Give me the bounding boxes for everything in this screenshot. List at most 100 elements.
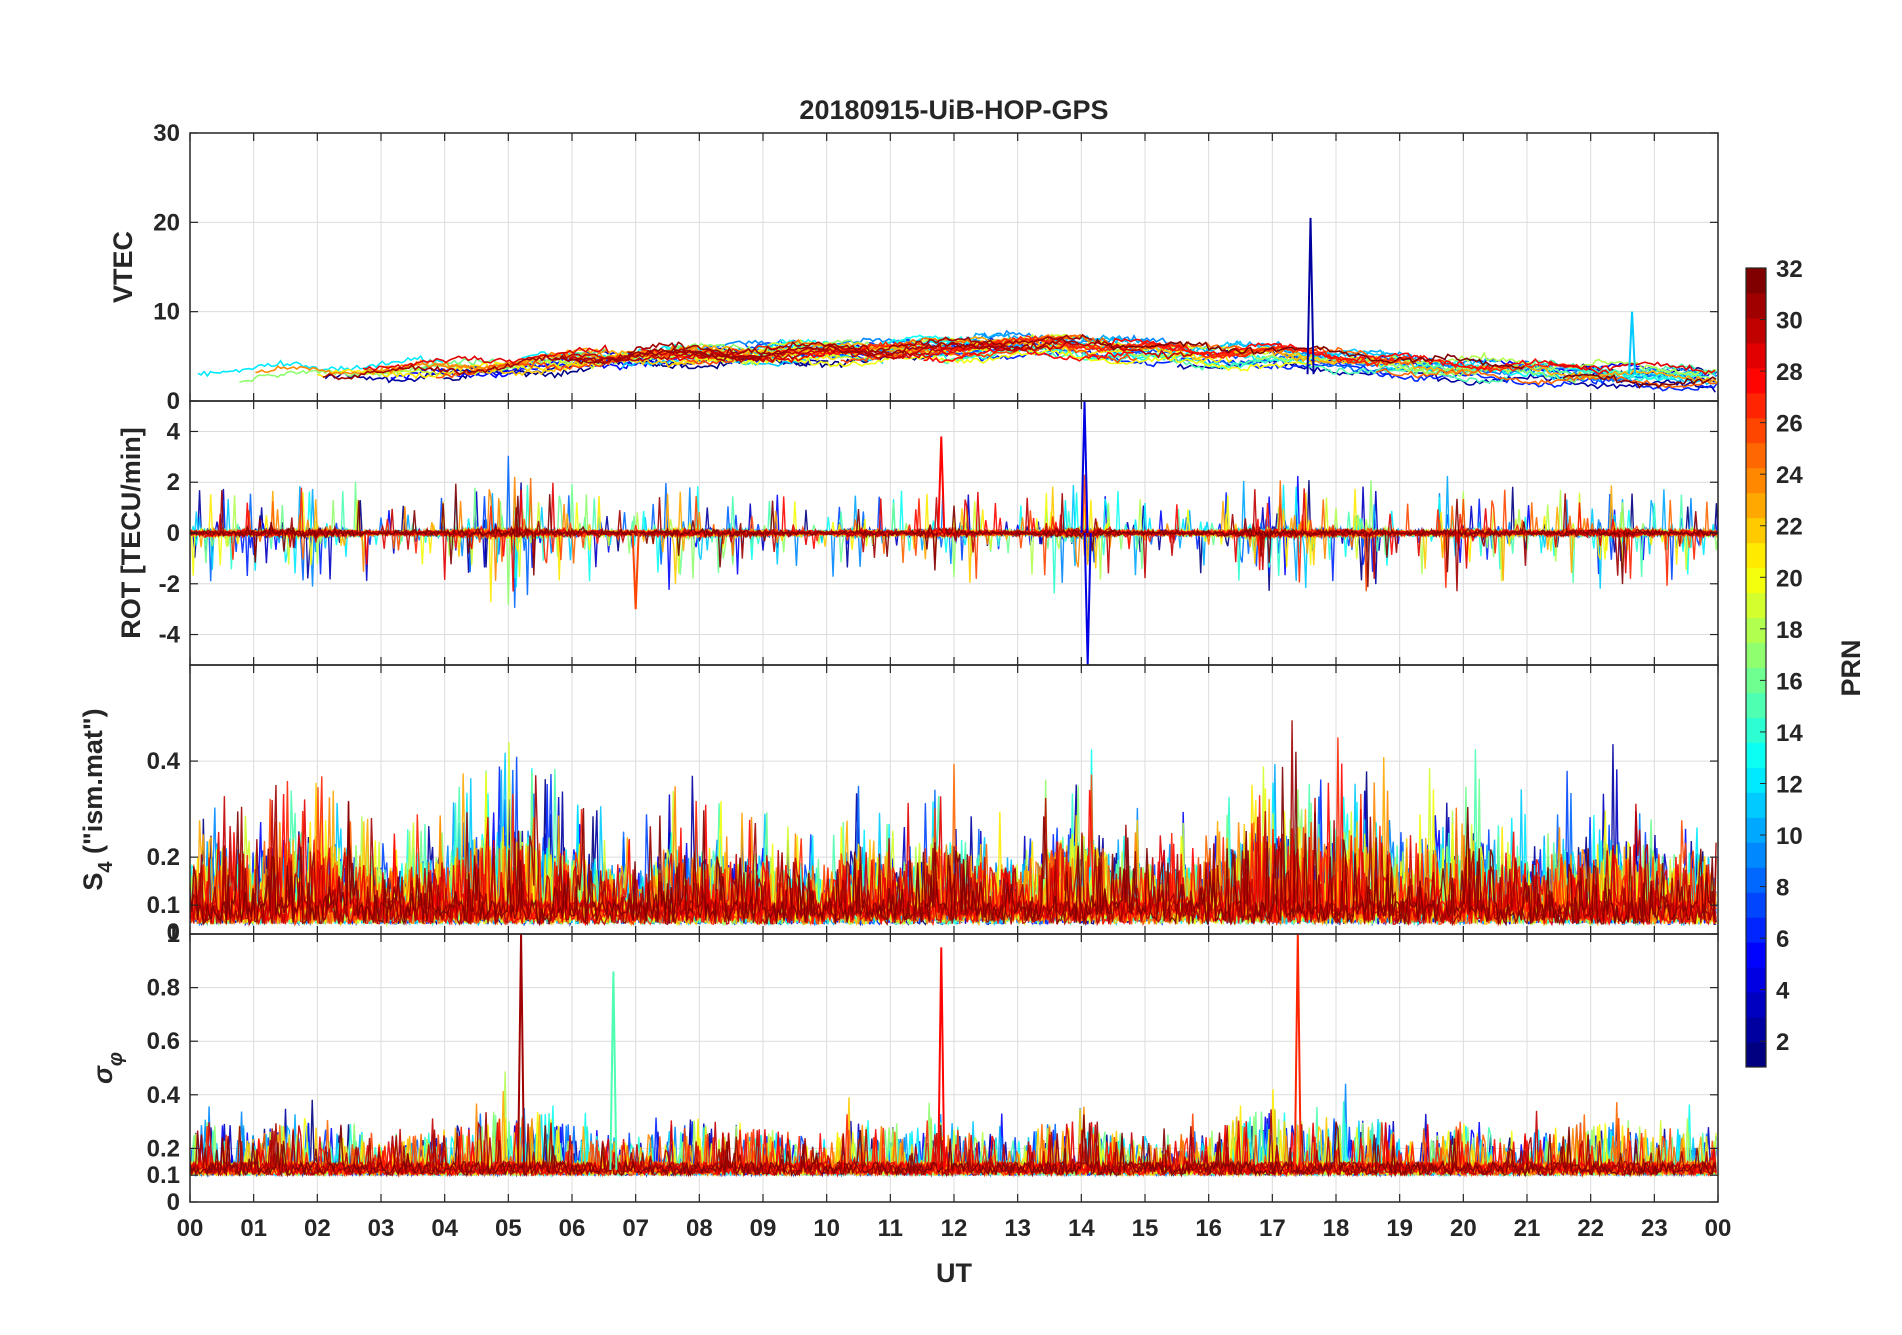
colorbar-segment — [1746, 292, 1766, 319]
x-tick-label: 16 — [1195, 1215, 1222, 1242]
s4-line-prn-32 — [190, 751, 1717, 927]
vtec-line-prn-29 — [362, 344, 609, 371]
colorbar-segment — [1746, 917, 1766, 943]
colorbar-segment — [1746, 617, 1766, 644]
colorbar-segment — [1746, 867, 1766, 893]
y-tick-label: 0.2 — [147, 844, 180, 871]
panel-s4: 0.1 0.2 0.4 S4 ("ism.mat") — [78, 664, 1719, 935]
colorbar-tick-label: 8 — [1776, 875, 1789, 902]
x-tick-label: 18 — [1323, 1215, 1350, 1242]
x-tick-label: 01 — [240, 1215, 267, 1242]
rot-spike-prn-26 — [631, 532, 640, 610]
colorbar-frame — [1745, 267, 1767, 1068]
x-tick-label: 19 — [1386, 1215, 1413, 1242]
x-tick-label: 15 — [1132, 1215, 1159, 1242]
vtec-spike-prn-2 — [1306, 217, 1315, 375]
colorbar-tick-label: 32 — [1776, 256, 1803, 283]
x-tick-label: 20 — [1450, 1215, 1477, 1242]
vtec-line-prn-31 — [627, 333, 1093, 357]
colorbar-tick-label: 4 — [1776, 978, 1790, 1005]
colorbar-tick-label: 10 — [1776, 823, 1803, 850]
rot-series — [190, 401, 1718, 665]
sigma_phi-spike-prn-15 — [609, 971, 618, 1170]
x-tick-label: 11 — [878, 1215, 903, 1242]
vtec-line-prn-1 — [443, 352, 935, 382]
vtec-line-prn-20 — [747, 349, 1315, 372]
colorbar-segment — [1746, 892, 1766, 918]
rot-line-prn-32 — [190, 483, 1718, 588]
vtec-line-prn-32 — [1562, 373, 1717, 389]
vtec-line-prn-29 — [1548, 360, 1716, 376]
colorbar-segment — [1746, 592, 1766, 619]
x-tick-label: 09 — [750, 1215, 777, 1242]
vtec-ylabel: VTEC — [108, 231, 138, 303]
vtec-line-prn-30 — [568, 344, 1019, 365]
rot-spike-prn-4 — [1080, 401, 1089, 534]
x-tick-label: 08 — [686, 1215, 713, 1242]
sigma_phi-spike-prn-27 — [1293, 934, 1302, 1170]
colorbar-segment — [1746, 792, 1766, 818]
x-tick-label: 04 — [431, 1215, 458, 1242]
sigma_phi-spike-prn-28 — [937, 947, 946, 1170]
y-tick-label: 0.2 — [147, 1135, 180, 1162]
colorbar-segment — [1746, 492, 1766, 519]
colorbar-tick-label: 30 — [1776, 308, 1803, 335]
colorbar-segment — [1746, 717, 1766, 743]
colorbar-segment — [1746, 967, 1766, 993]
y-tick-label: 0 — [167, 919, 180, 946]
colorbar-segment — [1746, 517, 1766, 544]
colorbar-tick-label: 28 — [1776, 359, 1803, 386]
colorbar-tick-label: 20 — [1776, 565, 1803, 592]
sigma_phi-spike-prn-31 — [517, 934, 526, 1170]
x-tick-label: 07 — [622, 1215, 649, 1242]
x-tick-label: 22 — [1577, 1215, 1604, 1242]
colorbar-segment — [1746, 317, 1766, 344]
x-tick-label: 21 — [1514, 1215, 1541, 1242]
colorbar-segment — [1746, 667, 1766, 693]
colorbar-tick-label: 24 — [1776, 462, 1803, 489]
y-tick-label: 0.1 — [147, 1162, 180, 1189]
colorbar-tick-label: 12 — [1776, 771, 1803, 798]
rot-ylabel: ROT [TECU/min] — [116, 427, 146, 638]
x-tick-label: 02 — [304, 1215, 331, 1242]
vtec-line-prn-28 — [923, 346, 1134, 363]
panel-rot: -4 -2 0 2 4 ROT [TECU/min] — [116, 400, 1719, 666]
x-tick-label: 03 — [368, 1215, 395, 1242]
x-tick-label: 00 — [177, 1215, 204, 1242]
vtec-series — [197, 217, 1718, 393]
rot-spike-prn-28 — [937, 436, 946, 534]
colorbar-tick-label: 18 — [1776, 617, 1803, 644]
x-tick-label: 00 — [1705, 1215, 1732, 1242]
vtec-line-prn-6 — [927, 349, 1393, 376]
rot-spike-prn-4 — [1083, 532, 1092, 665]
vtec-spike-prn-11 — [1628, 311, 1637, 375]
colorbar-segment — [1746, 767, 1766, 793]
colorbar-segment — [1746, 392, 1766, 419]
colorbar-segment — [1746, 342, 1766, 369]
x-axis-label: UT — [936, 1258, 972, 1288]
x-tick-label: 05 — [495, 1215, 522, 1242]
x-tick-label: 06 — [559, 1215, 586, 1242]
colorbar-segment — [1746, 567, 1766, 594]
colorbar-segment — [1746, 817, 1766, 843]
colorbar-segment — [1746, 992, 1766, 1018]
x-tick-label: 17 — [1259, 1215, 1286, 1242]
colorbar-tick-label: 26 — [1776, 411, 1803, 438]
colorbar-segment — [1746, 417, 1766, 444]
y-tick-label: 0 — [167, 520, 180, 547]
colorbar-segment — [1746, 692, 1766, 718]
chart-title: 20180915-UiB-HOP-GPS — [799, 95, 1108, 125]
colorbar-segment — [1746, 642, 1766, 668]
sigma_phi-ylabel: σφ — [88, 1052, 127, 1084]
s4-ylabel: S4 ("ism.mat") — [78, 708, 117, 890]
y-tick-label: 0.8 — [147, 975, 180, 1002]
colorbar-tick-label: 16 — [1776, 668, 1803, 695]
y-tick-label: 10 — [153, 299, 180, 326]
s4-series — [190, 720, 1717, 927]
colorbar-tick-label: 22 — [1776, 514, 1803, 541]
x-tick-label: 14 — [1068, 1215, 1095, 1242]
colorbar-segment — [1746, 742, 1766, 768]
sigma_phi-series — [190, 934, 1717, 1178]
